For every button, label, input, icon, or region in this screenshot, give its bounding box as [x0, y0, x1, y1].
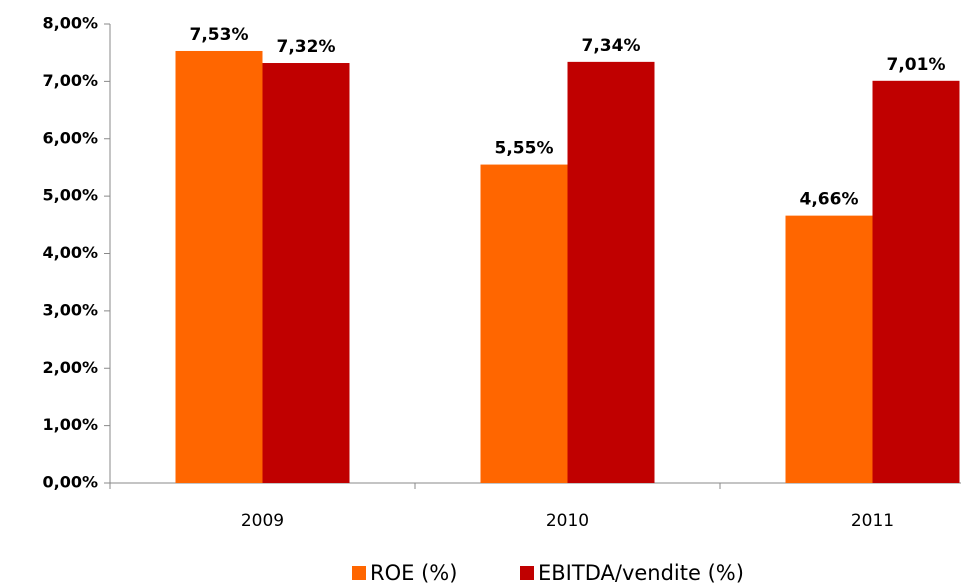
x-tick-label: 2009	[241, 511, 284, 531]
legend-swatch	[352, 566, 366, 580]
value-label: 7,01%	[887, 55, 946, 75]
y-tick-label: 1,00%	[42, 415, 98, 434]
legend-label: ROE (%)	[370, 561, 457, 585]
y-tick-label: 6,00%	[42, 128, 98, 147]
value-label: 7,32%	[277, 37, 336, 57]
y-tick-label: 5,00%	[42, 186, 98, 205]
y-tick-label: 3,00%	[42, 300, 98, 319]
value-label: 7,34%	[582, 36, 641, 56]
value-label: 4,66%	[800, 190, 859, 210]
x-tick-label: 2011	[851, 511, 894, 531]
y-tick-label: 2,00%	[42, 358, 98, 377]
y-tick-label: 7,00%	[42, 71, 98, 90]
legend-label: EBITDA/vendite (%)	[538, 561, 744, 585]
bar	[872, 80, 960, 484]
y-tick-label: 4,00%	[42, 243, 98, 262]
legend-swatch	[520, 566, 534, 580]
bar	[567, 61, 655, 484]
bar	[480, 164, 568, 483]
bar	[785, 215, 873, 483]
value-label: 5,55%	[495, 139, 554, 159]
y-tick-label: 8,00%	[42, 14, 98, 33]
bar	[175, 50, 263, 484]
bar	[262, 63, 350, 483]
value-label: 7,53%	[190, 25, 249, 45]
x-tick-label: 2010	[546, 511, 589, 531]
y-tick-label: 0,00%	[42, 473, 98, 492]
